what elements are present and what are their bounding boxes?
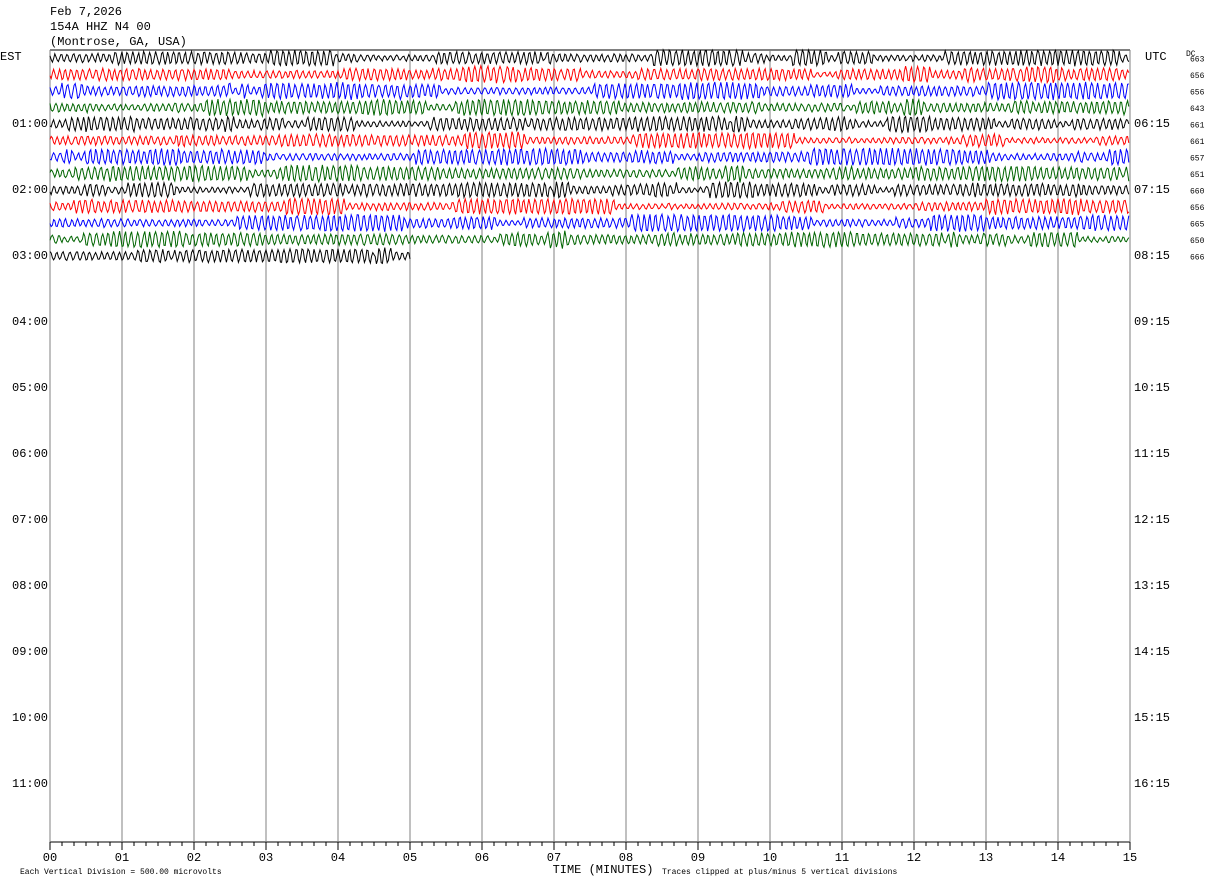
right-hour-label: 15:15 — [1134, 711, 1170, 725]
title-line: 154A HHZ N4 00 — [50, 20, 151, 34]
title-line: Feb 7,2026 — [50, 5, 122, 19]
dc-offset: 643 — [1190, 105, 1205, 114]
trace — [49, 64, 1130, 85]
right-hour-label: 14:15 — [1134, 645, 1170, 659]
left-hour-label: 03:00 — [12, 249, 48, 263]
dc-offset: 650 — [1190, 237, 1205, 246]
trace — [49, 196, 1130, 217]
trace — [49, 229, 1130, 249]
x-axis-label: TIME (MINUTES) — [553, 863, 654, 877]
dc-offset: 661 — [1190, 138, 1205, 147]
trace — [49, 130, 1130, 151]
dc-offset: 657 — [1190, 155, 1205, 164]
x-tick-label: 14 — [1051, 851, 1065, 865]
trace — [49, 80, 1129, 102]
x-tick-label: 13 — [979, 851, 993, 865]
dc-offset: 656 — [1190, 72, 1205, 81]
footnote-left: Each Vertical Division = 500.00 microvol… — [20, 868, 222, 877]
trace — [49, 97, 1130, 119]
footnote-right: Traces clipped at plus/minus 5 vertical … — [662, 868, 897, 877]
trace — [49, 212, 1130, 234]
left-hour-label: 02:00 — [12, 183, 48, 197]
title-line: (Montrose, GA, USA) — [50, 35, 187, 49]
x-tick-label: 06 — [475, 851, 489, 865]
left-hour-label: 10:00 — [12, 711, 48, 725]
left-hour-label: 01:00 — [12, 117, 48, 131]
dc-offset: 656 — [1190, 204, 1205, 213]
x-tick-label: 10 — [763, 851, 777, 865]
dc-offset: 656 — [1190, 89, 1205, 98]
dc-offset: 666 — [1190, 254, 1205, 263]
right-hour-label: 08:15 — [1134, 249, 1170, 263]
right-hour-label: 10:15 — [1134, 381, 1170, 395]
dc-offset: 651 — [1190, 171, 1205, 180]
x-tick-label: 05 — [403, 851, 417, 865]
trace — [49, 247, 411, 266]
x-tick-label: 15 — [1123, 851, 1137, 865]
dc-offset: 661 — [1190, 122, 1205, 131]
trace — [49, 146, 1130, 167]
right-hour-label: 16:15 — [1134, 777, 1170, 791]
x-tick-label: 12 — [907, 851, 921, 865]
left-hour-label: 08:00 — [12, 579, 48, 593]
x-tick-label: 01 — [115, 851, 129, 865]
left-hour-label: 04:00 — [12, 315, 48, 329]
right-hour-label: 11:15 — [1134, 447, 1170, 461]
left-hour-label: 11:00 — [12, 777, 48, 791]
x-tick-label: 09 — [691, 851, 705, 865]
left-hour-label: 09:00 — [12, 645, 48, 659]
left-hour-label: 06:00 — [12, 447, 48, 461]
dc-heading: DC — [1186, 50, 1196, 59]
dc-offset: 665 — [1190, 221, 1205, 230]
trace — [49, 180, 1130, 200]
right-hour-label: 12:15 — [1134, 513, 1170, 527]
left-hour-label: 07:00 — [12, 513, 48, 527]
x-tick-label: 07 — [547, 851, 561, 865]
right-hour-label: 13:15 — [1134, 579, 1170, 593]
dc-offset: 663 — [1190, 56, 1205, 65]
right-hour-label: 09:15 — [1134, 315, 1170, 329]
right-hour-label: 06:15 — [1134, 117, 1170, 131]
x-tick-label: 02 — [187, 851, 201, 865]
x-tick-label: 04 — [331, 851, 345, 865]
x-tick-label: 03 — [259, 851, 273, 865]
trace — [49, 48, 1130, 68]
right-hour-label: 07:15 — [1134, 183, 1170, 197]
left-timezone: EST — [0, 50, 22, 64]
x-tick-label: 08 — [619, 851, 633, 865]
trace — [49, 114, 1130, 135]
x-tick-label: 00 — [43, 851, 57, 865]
left-hour-label: 05:00 — [12, 381, 48, 395]
x-tick-label: 11 — [835, 851, 849, 865]
right-timezone: UTC — [1145, 50, 1167, 64]
dc-offset: 660 — [1190, 188, 1205, 197]
trace — [49, 163, 1130, 184]
